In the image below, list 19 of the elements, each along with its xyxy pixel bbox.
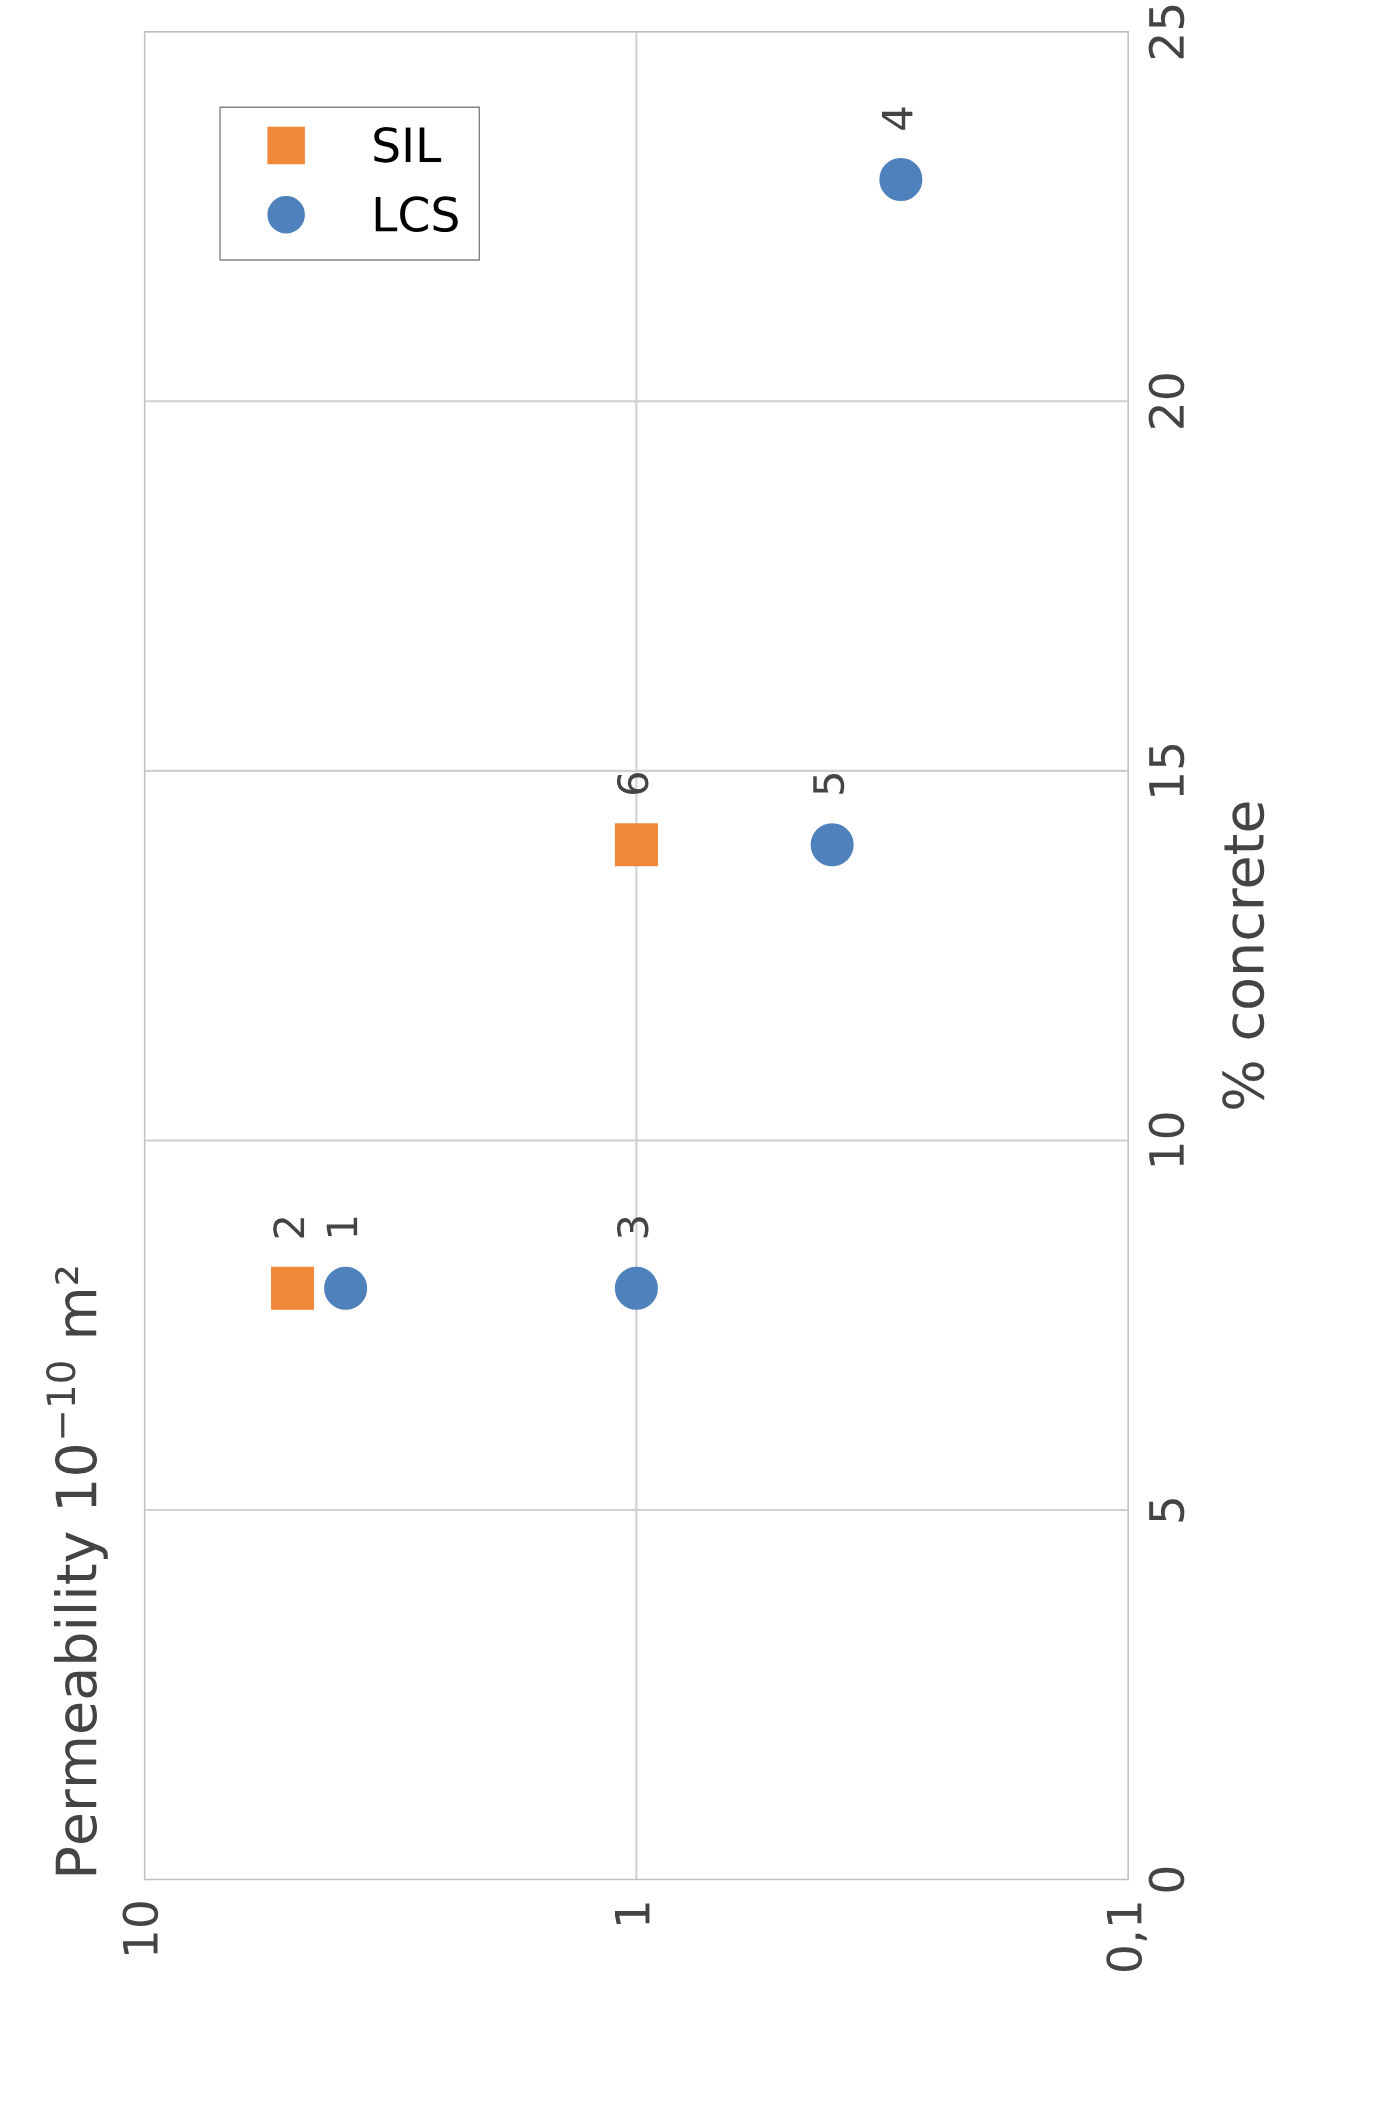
y-tick-label: 10 xyxy=(1148,1113,1185,1166)
y-axis-title: % concrete xyxy=(1222,802,1265,1109)
y-tick-label: 0 xyxy=(1148,1867,1185,1892)
y-tick-label: 15 xyxy=(1149,744,1185,796)
x-tick-label: 10 xyxy=(122,1902,159,1955)
y-tick-label: 5 xyxy=(1149,1499,1185,1522)
annotation: 5 xyxy=(813,774,845,794)
annotation: 3 xyxy=(616,1217,649,1238)
legend-label: LCS xyxy=(375,196,458,232)
y-tick-label: 20 xyxy=(1148,374,1185,428)
text: Permeability 10$^{−10}$ m² xyxy=(46,1267,108,1875)
annotation: 4 xyxy=(881,107,913,130)
annotation: 2 xyxy=(273,1218,305,1238)
x-tick-label: 1 xyxy=(615,1903,650,1924)
x-tick-label: 0,1 xyxy=(1106,1903,1147,1972)
y-tick-label: 25 xyxy=(1148,5,1185,59)
annotation: 1 xyxy=(326,1217,358,1236)
legend-label: SIL xyxy=(374,126,442,163)
annotation: 6 xyxy=(616,773,649,795)
